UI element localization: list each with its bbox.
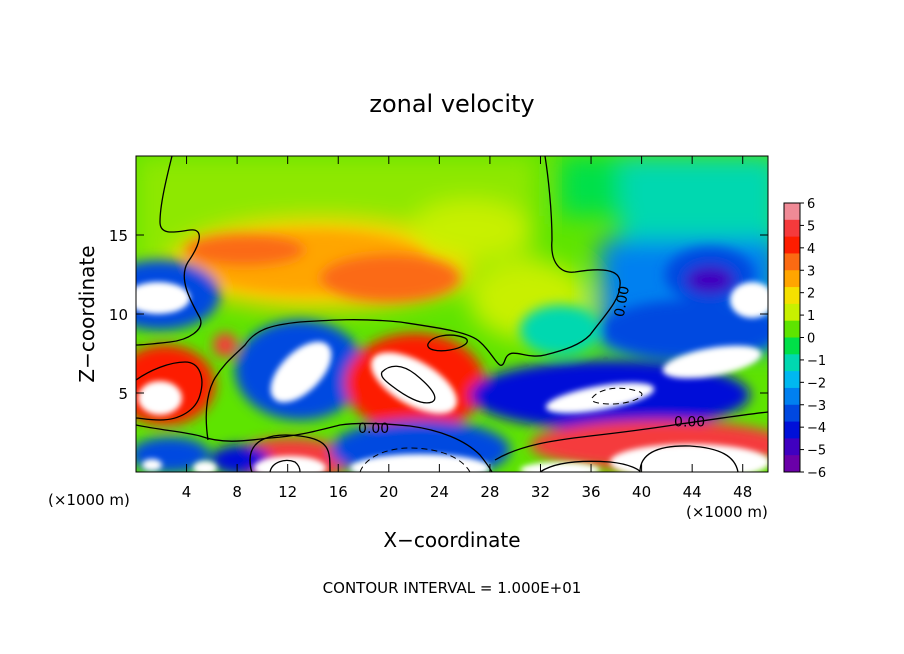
- colorbar-tick-label: 6: [807, 197, 815, 212]
- x-tick-label: 48: [733, 483, 752, 501]
- x-tick-label: 32: [531, 483, 550, 501]
- colorbar-tick-label: 0: [807, 332, 815, 347]
- colorbar-swatch: [784, 320, 800, 338]
- colorbar-tick-label: −2: [807, 376, 826, 391]
- colorbar-swatch: [784, 253, 800, 271]
- colorbar-tick-label: 4: [807, 242, 815, 257]
- x-tick-label: 40: [632, 483, 651, 501]
- colorbar-tick-label: 1: [807, 309, 815, 324]
- colorbar-tick-label: 3: [807, 264, 815, 279]
- dashed-contour-right: [591, 387, 643, 405]
- colorbar-swatch: [784, 455, 800, 473]
- contour-cell-left: [249, 434, 331, 472]
- contour-cell-right-b: [539, 460, 641, 472]
- contour-label: 0.00: [674, 414, 705, 430]
- colorbar-tick-label: −1: [807, 354, 826, 369]
- colorbar-tick-label: 5: [807, 219, 815, 234]
- contour-labels: 0.00 0.00 0.00: [358, 285, 705, 437]
- zero-contour-right: [494, 411, 768, 461]
- colorbar-swatch: [784, 303, 800, 322]
- x-tick-label: 44: [683, 483, 702, 501]
- heatmap-field: [136, 156, 768, 472]
- y-tick-label: 10: [109, 306, 128, 324]
- y-axis-label: Z−coordinate: [75, 245, 99, 382]
- x-unit-left: (×1000 m): [48, 491, 130, 509]
- colorbar-swatch: [784, 421, 800, 439]
- dashed-contours: [359, 387, 643, 472]
- zero-contour-lower: [136, 422, 493, 472]
- colorbar-swatch: [784, 371, 800, 389]
- colorbar-swatch: [784, 404, 800, 423]
- x-unit-right: (×1000 m): [686, 503, 768, 521]
- contour-label: 0.00: [358, 421, 389, 437]
- colorbar-swatch: [784, 387, 800, 406]
- colorbar-tick-label: −4: [807, 421, 826, 436]
- x-axis: 4 8 12 16 20 24 28 32 36 40 44 48: [182, 156, 752, 501]
- x-tick-label: 24: [430, 483, 449, 501]
- y-tick-label: 15: [109, 227, 128, 245]
- chart-title: zonal velocity: [369, 90, 534, 118]
- colorbar: 6 5 4 3 2 1 0 −1 −2 −3 −4 −5 −6: [783, 197, 826, 481]
- zero-contour-upper: [136, 156, 202, 346]
- colorbar-swatch: [784, 203, 800, 221]
- colorbar-tick-label: 2: [807, 287, 815, 302]
- contour-loop-center: [380, 365, 436, 404]
- colorbar-tick-label: −5: [807, 444, 826, 459]
- contour-small-bottom: [269, 459, 301, 472]
- dashed-contour-bottom: [359, 447, 471, 472]
- contour-label: 0.00: [612, 285, 633, 318]
- x-tick-label: 12: [278, 483, 297, 501]
- colorbar-swatch: [784, 438, 800, 456]
- x-tick-label: 8: [232, 483, 242, 501]
- colorbar-swatch: [784, 270, 800, 288]
- x-tick-label: 20: [379, 483, 398, 501]
- colorbar-swatch: [784, 236, 800, 254]
- x-tick-label: 36: [581, 483, 600, 501]
- y-axis: 5 10 15: [109, 227, 768, 403]
- y-tick-label: 5: [118, 385, 128, 403]
- colorbar-swatch: [784, 337, 800, 355]
- colorbar-swatch: [784, 219, 800, 238]
- contour-interval-note: CONTOUR INTERVAL = 1.000E+01: [323, 579, 582, 597]
- x-tick-label: 16: [329, 483, 348, 501]
- contour-left-lower: [136, 361, 203, 421]
- zero-contour-middle: [205, 156, 621, 441]
- contour-small-loop: [427, 334, 468, 352]
- x-tick-label: 4: [182, 483, 192, 501]
- x-axis-label: X−coordinate: [383, 528, 520, 552]
- colorbar-tick-label: −3: [807, 399, 826, 414]
- x-tick-label: 28: [480, 483, 499, 501]
- contour-cell-right-a: [639, 445, 739, 472]
- colorbar-swatch: [784, 354, 800, 372]
- colorbar-swatch: [784, 287, 800, 305]
- contour-lines: [136, 156, 768, 472]
- colorbar-tick-label: −6: [807, 466, 826, 481]
